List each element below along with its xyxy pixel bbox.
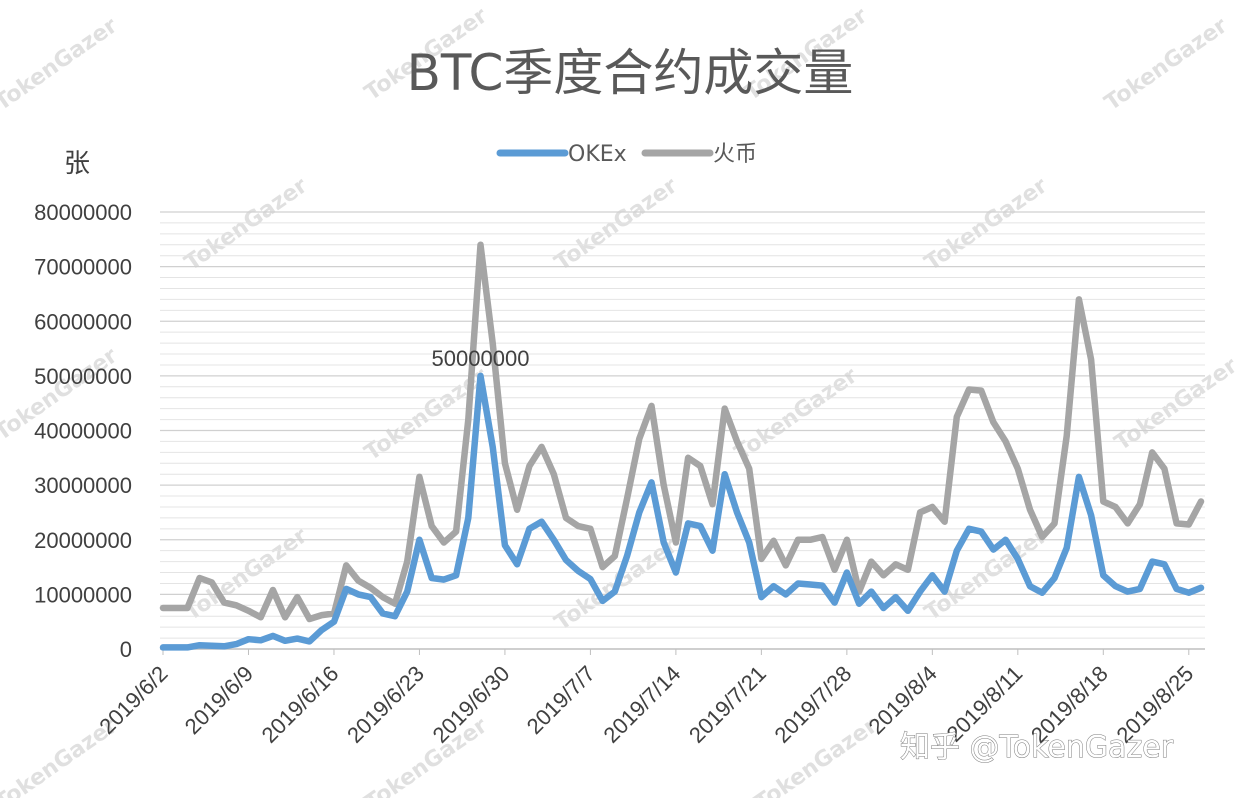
y-tick-label: 10000000 [34,582,132,607]
y-axis-unit-label: 张 [64,149,90,179]
watermark-tile: TokenGazer [180,173,312,276]
x-tick-label: 2019/6/16 [257,661,344,748]
y-tick-label: 20000000 [34,528,132,553]
data-label-okex-peak: 50000000 [432,346,530,371]
x-tick-label: 2019/8/4 [864,661,942,739]
series-line-huobi [159,241,1205,623]
x-axis-tick-marks [162,649,1190,655]
legend: OKEx 火币 [496,142,757,167]
y-tick-label: 70000000 [34,255,132,280]
x-tick-label: 2019/7/21 [684,661,771,748]
watermark-tile: TokenGazer [750,713,882,798]
y-tick-label: 40000000 [34,419,132,444]
watermark-tile: TokenGazer [920,173,1052,276]
watermark-tile: TokenGazer [550,173,682,276]
x-tick-label: 2019/6/23 [342,661,429,748]
x-tick-label: 2019/6/9 [180,661,258,739]
footer-watermark: 知乎 @TokenGazer [900,730,1174,765]
legend-label-okex: OKEx [568,142,627,167]
watermark-tile: TokenGazer [1100,13,1232,116]
chart-title: BTC季度合约成交量 [407,44,854,102]
y-axis-ticks: 0 10000000 20000000 30000000 40000000 5000000… [34,200,132,662]
y-tick-label: 50000000 [34,364,132,389]
watermark-tile: TokenGazer [1110,353,1242,456]
y-tick-label: 60000000 [34,309,132,334]
watermark-tile: TokenGazer [730,363,862,466]
series-layer: 50000000 [159,241,1205,651]
x-tick-label: 2019/7/14 [599,661,686,748]
x-tick-label: 2019/7/7 [522,661,600,739]
y-tick-label: 80000000 [34,200,132,225]
series-line-okex [159,372,1205,651]
y-tick-label: 0 [120,637,132,662]
watermark-layer: TokenGazer TokenGazer TokenGazer TokenGazer… [0,3,1242,798]
gridlines [160,211,1205,639]
legend-label-huobi: 火币 [713,142,757,167]
y-tick-label: 30000000 [34,473,132,498]
x-tick-label: 2019/6/2 [94,661,172,739]
watermark-tile: TokenGazer [0,13,122,116]
